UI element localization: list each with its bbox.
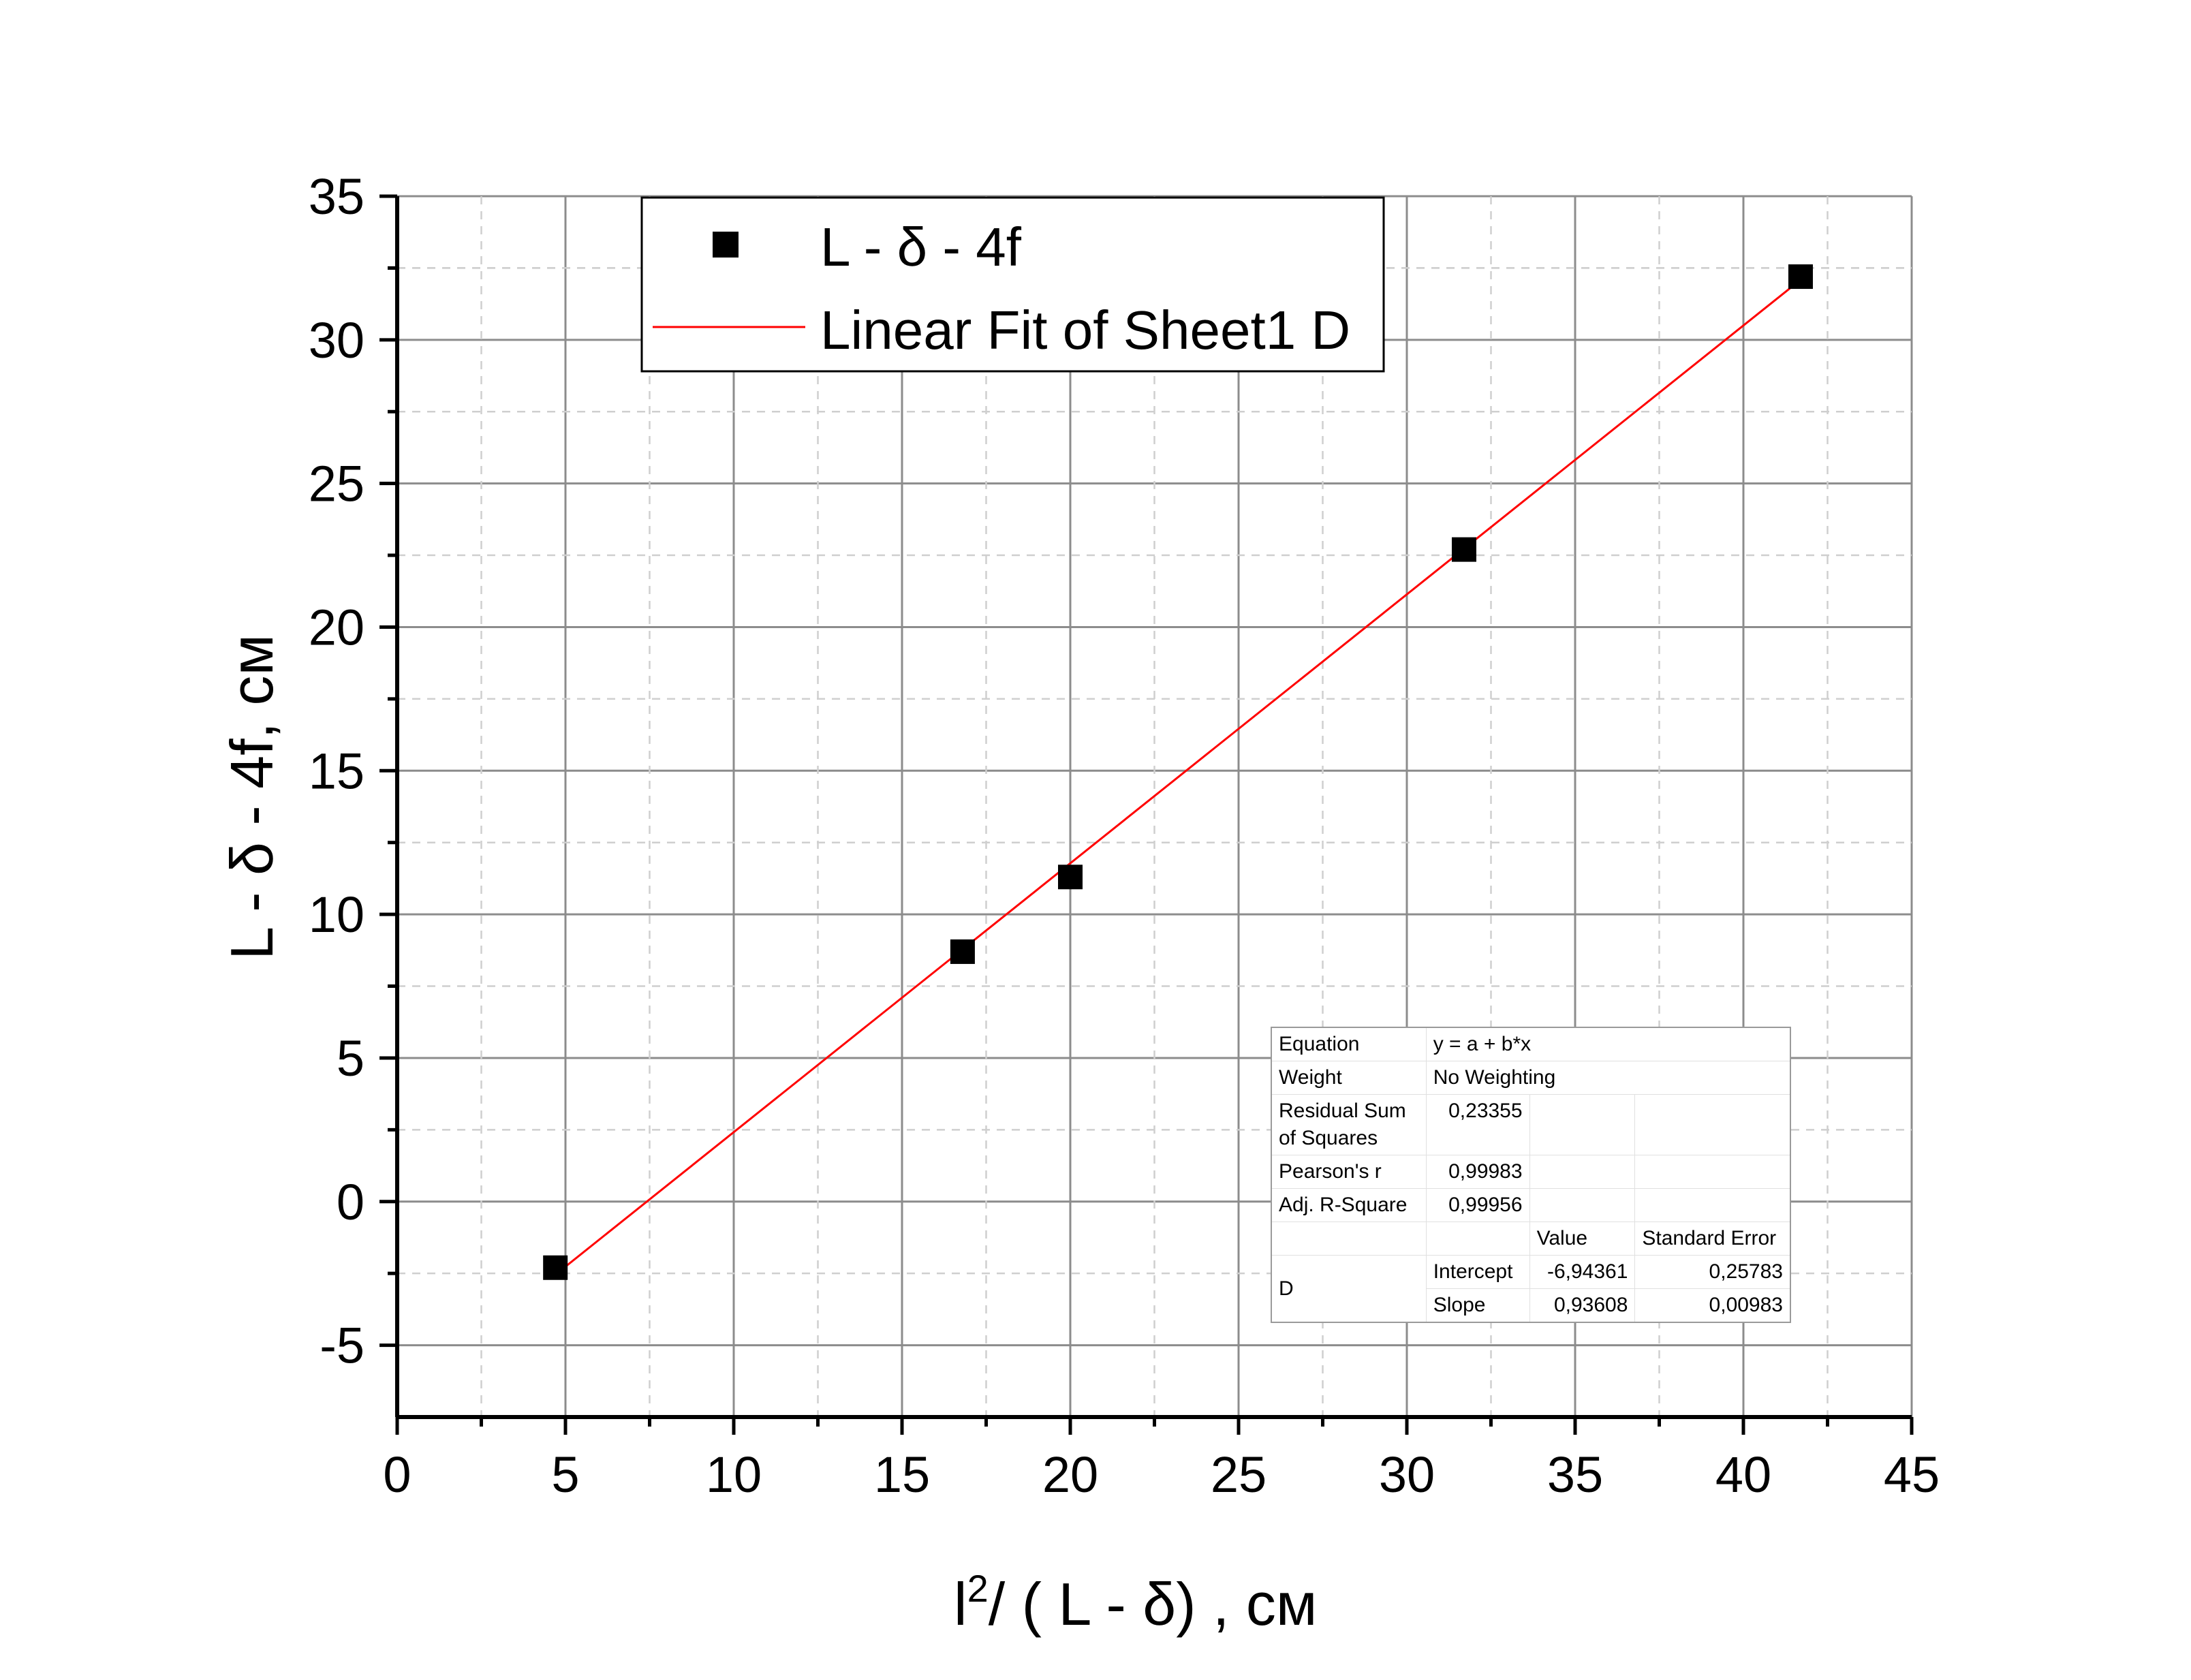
data-points <box>543 264 1813 1280</box>
x-tick-label: 45 <box>1884 1446 1940 1503</box>
table-row: Equation y = a + b*x <box>1271 1027 1791 1061</box>
pearson-value: 0,99983 <box>1425 1155 1530 1189</box>
data-point <box>1788 264 1813 290</box>
x-axis-title-rest: / ( L - δ) , см <box>989 1570 1318 1638</box>
x-tick-label: 25 <box>1211 1446 1267 1503</box>
rss-value: 0,23355 <box>1425 1094 1530 1155</box>
y-tick-label: -5 <box>320 1318 364 1374</box>
value-header: Value <box>1529 1222 1636 1256</box>
x-tick-label: 10 <box>706 1446 762 1503</box>
intercept-label: Intercept <box>1425 1255 1530 1289</box>
fit-line <box>555 279 1801 1276</box>
dataset-label: D <box>1271 1255 1427 1323</box>
x-axis-title-main: l <box>954 1570 967 1638</box>
ticks: 0 5 10 15 20 25 30 35 40 45 -5 0 5 10 15 20 25 30 35 <box>309 168 1940 1503</box>
data-point <box>1451 537 1476 562</box>
y-tick-label: 20 <box>309 599 364 655</box>
slope-label: Slope <box>1425 1288 1530 1323</box>
equation-label: Equation <box>1271 1027 1427 1061</box>
data-point <box>950 939 975 964</box>
weight-value: No Weighting <box>1425 1061 1791 1095</box>
table-row: Weight No Weighting <box>1271 1061 1791 1095</box>
table-row: Residual Sum of Squares 0,23355 <box>1271 1094 1791 1155</box>
empty-cell <box>1529 1155 1636 1189</box>
x-tick-label: 15 <box>874 1446 930 1503</box>
x-axis-title-sup: 2 <box>967 1567 989 1610</box>
data-point <box>543 1255 568 1280</box>
table-row: D Intercept -6,94361 0,25783 <box>1271 1255 1791 1323</box>
y-tick-label: 35 <box>309 168 364 225</box>
empty-cell <box>1271 1222 1427 1256</box>
x-tick-label: 0 <box>383 1446 411 1503</box>
x-axis-title: l2/ ( L - δ) , см <box>954 1567 1317 1638</box>
fit-line-group <box>555 279 1801 1276</box>
pearson-label: Pearson's r <box>1271 1155 1427 1189</box>
legend: L - δ - 4f Linear Fit of Sheet1 D <box>640 196 1385 373</box>
table-row: Pearson's r 0,99983 <box>1271 1155 1791 1189</box>
empty-cell <box>1529 1188 1636 1222</box>
x-tick-label: 35 <box>1547 1446 1603 1503</box>
table-row: Slope 0,93608 0,00983 <box>1271 1288 1791 1323</box>
legend-marker-square <box>713 232 739 258</box>
x-tick-label: 20 <box>1042 1446 1098 1503</box>
table-row: Adj. R-Square 0,99956 <box>1271 1188 1791 1222</box>
fit-results-table: Equation y = a + b*x Weight No Weighting… <box>1271 1027 1791 1323</box>
stderr-header: Standard Error <box>1634 1222 1791 1256</box>
intercept-error: 0,25783 <box>1634 1255 1791 1289</box>
adjr-label: Adj. R-Square <box>1271 1188 1427 1222</box>
empty-cell <box>1634 1188 1791 1222</box>
empty-cell <box>1634 1094 1791 1155</box>
equation-value: y = a + b*x <box>1425 1027 1791 1061</box>
slope-error: 0,00983 <box>1634 1288 1791 1323</box>
adjr-value: 0,99956 <box>1425 1188 1530 1222</box>
empty-cell <box>1425 1222 1530 1256</box>
x-tick-label: 40 <box>1715 1446 1771 1503</box>
legend-box <box>640 196 1385 373</box>
y-axis-title: L - δ - 4f, см <box>218 634 285 960</box>
slope-value: 0,93608 <box>1529 1288 1636 1323</box>
y-tick-label: 30 <box>309 312 364 369</box>
y-tick-label: 25 <box>309 456 364 512</box>
table-row: Value Standard Error <box>1271 1222 1791 1256</box>
weight-label: Weight <box>1271 1061 1427 1095</box>
y-tick-label: 10 <box>309 886 364 943</box>
legend-label-fit: Linear Fit of Sheet1 D <box>820 300 1350 360</box>
empty-cell <box>1529 1094 1636 1155</box>
data-point <box>1058 865 1083 890</box>
x-tick-label: 5 <box>551 1446 579 1503</box>
intercept-value: -6,94361 <box>1529 1255 1636 1289</box>
x-tick-label: 30 <box>1379 1446 1435 1503</box>
y-tick-label: 15 <box>309 743 364 799</box>
y-tick-label: 5 <box>337 1030 364 1087</box>
empty-cell <box>1634 1155 1791 1189</box>
rss-label: Residual Sum of Squares <box>1271 1094 1427 1155</box>
y-tick-label: 0 <box>337 1174 364 1230</box>
legend-label-points: L - δ - 4f <box>820 217 1022 277</box>
